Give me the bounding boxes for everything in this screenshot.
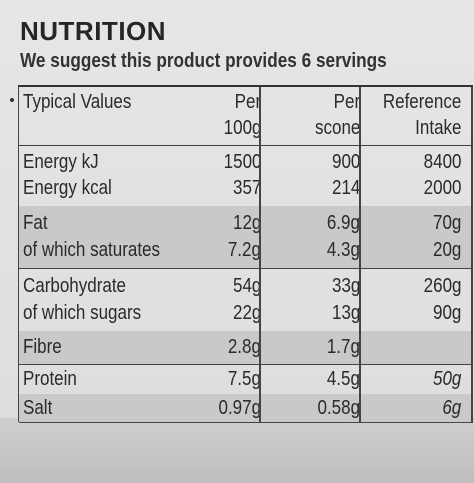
servings-note: We suggest this product provides 6 servi… bbox=[20, 50, 387, 72]
energy-kcal-scone: 214 bbox=[331, 177, 360, 199]
protein-label: Protein bbox=[23, 368, 77, 390]
nutrition-title: NUTRITION bbox=[20, 16, 167, 46]
carbohydrate-ri: 260g bbox=[423, 275, 461, 297]
protein-per100: 7.5g bbox=[227, 368, 261, 390]
fibre-per100: 2.8g bbox=[227, 336, 261, 358]
header-row: Typical Values Per 100g Per scone Refere… bbox=[19, 87, 473, 146]
package-edge bbox=[0, 418, 474, 483]
fibre-label: Fibre bbox=[23, 336, 62, 358]
column-divider-3 bbox=[471, 87, 473, 422]
column-divider-1 bbox=[259, 87, 261, 422]
carbohydrate-per100: 54g bbox=[232, 275, 261, 297]
sugars-per100: 22g bbox=[232, 302, 261, 324]
protein-row: Protein 7.5g 4.5g 50g bbox=[19, 364, 473, 395]
energy-kj-per100: 1500 bbox=[223, 151, 261, 173]
salt-row: Salt 0.97g 0.58g 6g bbox=[19, 394, 473, 423]
fibre-row: Fibre 2.8g 1.7g bbox=[19, 331, 473, 365]
sugars-scone: 13g bbox=[331, 302, 360, 324]
header-reference-intake-line2: Intake bbox=[414, 117, 461, 139]
saturates-label: of which saturates bbox=[23, 239, 161, 261]
fibre-scone: 1.7g bbox=[326, 336, 360, 358]
energy-kj-ri: 8400 bbox=[423, 151, 461, 173]
header-reference-intake-line1: Reference bbox=[382, 91, 461, 113]
protein-ri: 50g bbox=[432, 368, 461, 390]
sugars-ri: 90g bbox=[432, 302, 461, 324]
fat-ri: 70g bbox=[432, 212, 461, 234]
fat-per100: 12g bbox=[232, 212, 261, 234]
fat-scone: 6.9g bbox=[326, 212, 360, 234]
carbohydrate-label: Carbohydrate bbox=[23, 275, 127, 297]
salt-ri: 6g bbox=[442, 397, 461, 419]
energy-kj-label: Energy kJ bbox=[23, 151, 99, 173]
sugars-label: of which sugars bbox=[23, 302, 142, 324]
salt-per100: 0.97g bbox=[218, 397, 261, 419]
fat-label: Fat bbox=[23, 212, 48, 234]
saturates-per100: 7.2g bbox=[227, 239, 261, 261]
salt-label: Salt bbox=[23, 397, 53, 419]
energy-kj-scone: 900 bbox=[331, 151, 360, 173]
column-divider-2 bbox=[359, 87, 361, 422]
header-typical-values: Typical Values bbox=[23, 91, 132, 113]
bullet-mark bbox=[10, 98, 14, 102]
saturates-scone: 4.3g bbox=[326, 239, 360, 261]
energy-kcal-label: Energy kcal bbox=[23, 177, 112, 199]
carbohydrate-scone: 33g bbox=[331, 275, 360, 297]
header-per-100g-line2: 100g bbox=[223, 117, 261, 139]
header-per-100g-line1: Per bbox=[234, 91, 261, 113]
protein-scone: 4.5g bbox=[326, 368, 360, 390]
nutrition-table: Typical Values Per 100g Per scone Refere… bbox=[18, 85, 473, 423]
saturates-ri: 20g bbox=[432, 239, 461, 261]
carbohydrate-group: Carbohydrate 54g 33g 260g of which sugar… bbox=[19, 268, 473, 332]
energy-group: Energy kJ 1500 900 8400 Energy kcal 357 … bbox=[19, 145, 473, 207]
fat-group: Fat 12g 6.9g 70g of which saturates 7.2g… bbox=[19, 206, 473, 269]
energy-kcal-ri: 2000 bbox=[423, 177, 461, 199]
header-per-scone-line2: scone bbox=[314, 117, 360, 139]
salt-scone: 0.58g bbox=[317, 397, 360, 419]
header-per-scone-line1: Per bbox=[333, 91, 360, 113]
energy-kcal-per100: 357 bbox=[232, 177, 261, 199]
